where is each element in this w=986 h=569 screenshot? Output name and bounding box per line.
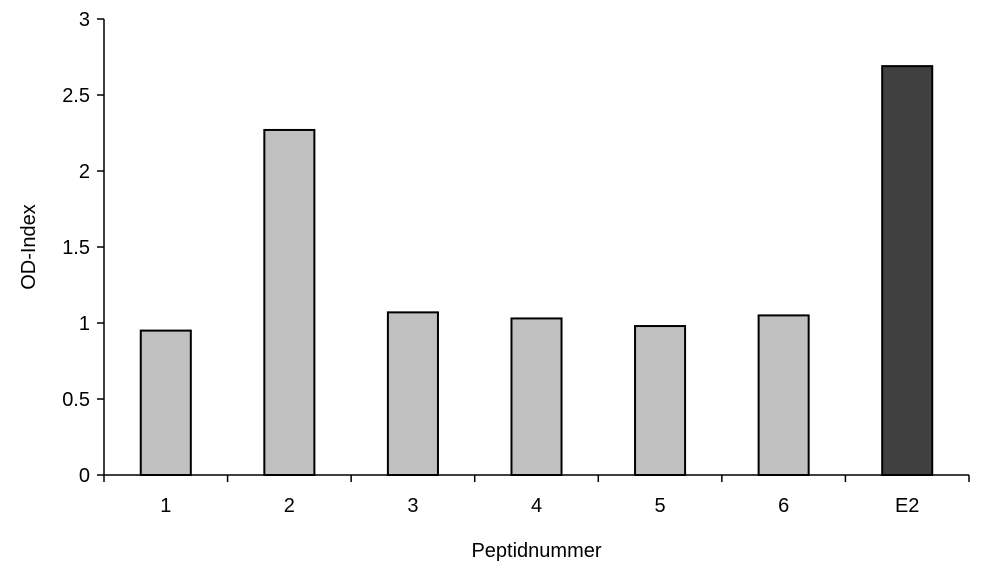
y-tick-label: 2 [79, 161, 90, 183]
bar-3 [386, 311, 439, 476]
x-axis: 1 2 3 4 5 6 E2 [103, 474, 970, 517]
bar-2 [263, 128, 316, 477]
bars [139, 65, 934, 477]
bar-E2 [881, 65, 934, 477]
bar-4 [510, 317, 563, 476]
y-tick-label: 1 [79, 313, 90, 335]
y-tick-label: 2.5 [62, 85, 90, 107]
x-tick-label: 6 [778, 495, 789, 517]
x-tick-label: 5 [655, 495, 666, 517]
bar-5 [634, 325, 687, 477]
y-tick-label: 3 [79, 9, 90, 31]
x-tick-label: 4 [531, 495, 542, 517]
y-tick-label: 1.5 [62, 237, 90, 259]
y-tick-label: 0.5 [62, 389, 90, 411]
y-axis: 0 0.5 1 1.5 2 2.5 3 [62, 9, 105, 487]
x-tick-label: 3 [407, 495, 418, 517]
bar-6 [757, 314, 810, 476]
y-axis-title: OD-Index [18, 204, 40, 290]
x-tick-label: 1 [160, 495, 171, 517]
x-axis-title: Peptidnummer [471, 540, 601, 562]
y-tick-label: 0 [79, 465, 90, 487]
x-tick-label: 2 [284, 495, 295, 517]
x-tick-label: E2 [895, 495, 919, 517]
bar-1 [139, 329, 192, 476]
